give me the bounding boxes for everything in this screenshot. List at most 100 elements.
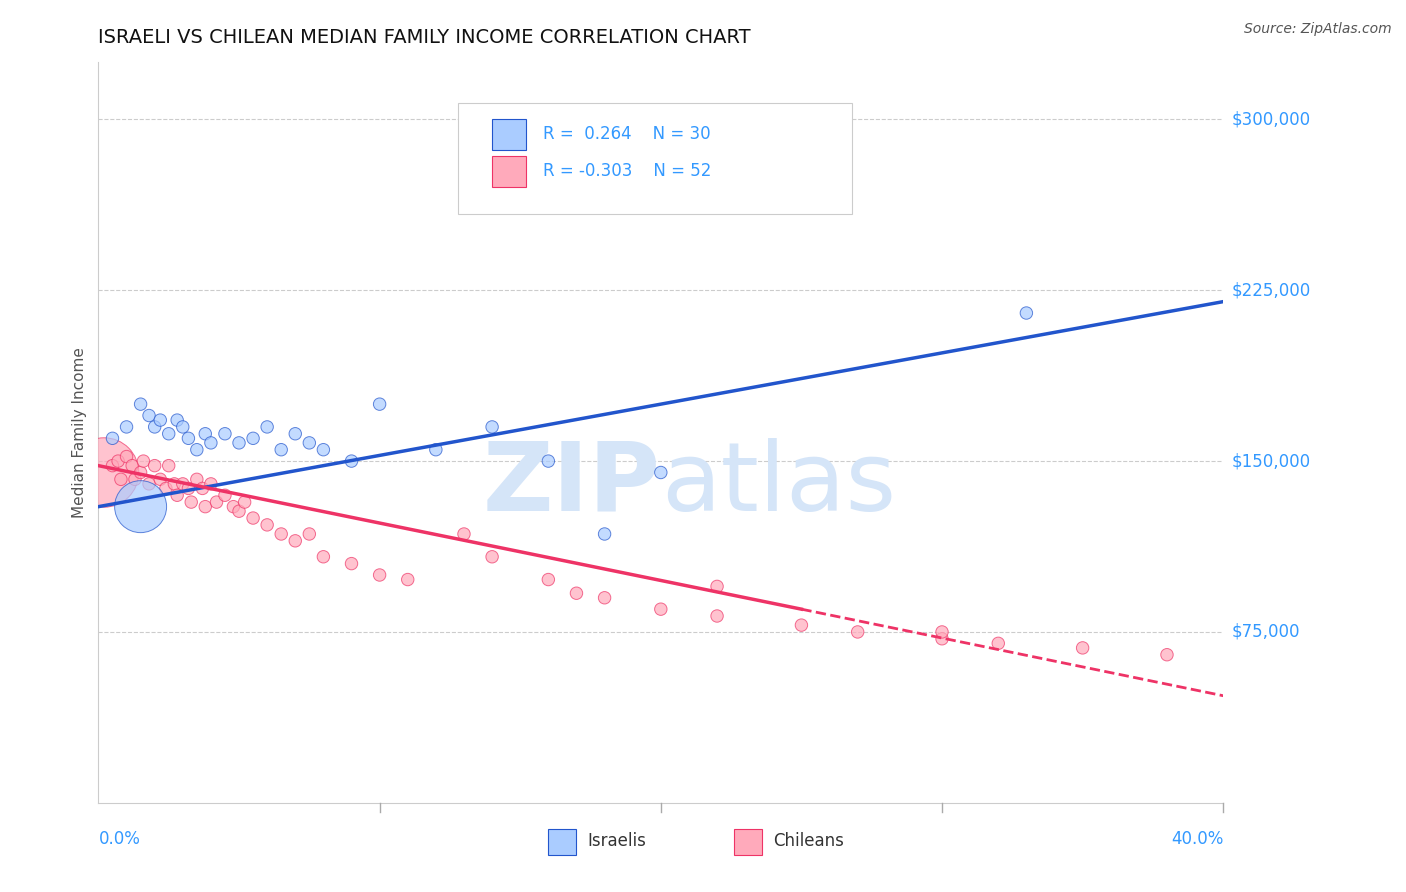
- Point: [138, 476, 160, 491]
- Point: [256, 420, 278, 434]
- Point: [132, 454, 155, 468]
- Point: [149, 472, 172, 486]
- Point: [143, 420, 166, 434]
- Point: [368, 568, 391, 582]
- Point: [194, 426, 217, 441]
- Point: [163, 476, 186, 491]
- Text: Source: ZipAtlas.com: Source: ZipAtlas.com: [1244, 22, 1392, 37]
- Point: [256, 517, 278, 532]
- Point: [650, 466, 672, 480]
- Point: [222, 500, 245, 514]
- Point: [453, 527, 475, 541]
- Point: [101, 458, 124, 473]
- Point: [115, 450, 138, 464]
- Point: [340, 454, 363, 468]
- Point: [129, 500, 152, 514]
- Point: [312, 549, 335, 564]
- Point: [115, 420, 138, 434]
- Point: [166, 488, 188, 502]
- FancyBboxPatch shape: [734, 829, 762, 855]
- Point: [593, 527, 616, 541]
- Point: [706, 579, 728, 593]
- Text: Chileans: Chileans: [773, 832, 844, 850]
- Point: [846, 624, 869, 639]
- Point: [186, 472, 208, 486]
- FancyBboxPatch shape: [548, 829, 576, 855]
- Point: [537, 573, 560, 587]
- Point: [129, 397, 152, 411]
- Point: [790, 618, 813, 632]
- Point: [298, 435, 321, 450]
- Text: ISRAELI VS CHILEAN MEDIAN FAMILY INCOME CORRELATION CHART: ISRAELI VS CHILEAN MEDIAN FAMILY INCOME …: [98, 28, 751, 47]
- Point: [214, 488, 236, 502]
- Point: [706, 609, 728, 624]
- Point: [157, 426, 180, 441]
- FancyBboxPatch shape: [492, 156, 526, 186]
- Point: [93, 466, 115, 480]
- Point: [121, 458, 143, 473]
- Point: [180, 495, 202, 509]
- Point: [200, 476, 222, 491]
- Point: [1156, 648, 1178, 662]
- Point: [124, 472, 146, 486]
- Point: [228, 504, 250, 518]
- Point: [650, 602, 672, 616]
- Point: [565, 586, 588, 600]
- Point: [340, 557, 363, 571]
- Text: $75,000: $75,000: [1232, 623, 1301, 641]
- Text: $300,000: $300,000: [1232, 111, 1310, 128]
- Point: [284, 533, 307, 548]
- FancyBboxPatch shape: [458, 103, 852, 214]
- Point: [481, 420, 503, 434]
- Point: [177, 482, 200, 496]
- Text: atlas: atlas: [661, 438, 896, 531]
- Point: [987, 636, 1010, 650]
- Text: $225,000: $225,000: [1232, 281, 1310, 299]
- Point: [312, 442, 335, 457]
- Point: [481, 549, 503, 564]
- Point: [155, 482, 177, 496]
- Point: [129, 466, 152, 480]
- Y-axis label: Median Family Income: Median Family Income: [72, 347, 87, 518]
- Point: [214, 426, 236, 441]
- Point: [143, 458, 166, 473]
- Point: [200, 435, 222, 450]
- Point: [368, 397, 391, 411]
- Point: [284, 426, 307, 441]
- Point: [228, 435, 250, 450]
- Point: [425, 442, 447, 457]
- Point: [172, 476, 194, 491]
- Point: [110, 472, 132, 486]
- Point: [298, 527, 321, 541]
- Point: [177, 431, 200, 445]
- Point: [166, 413, 188, 427]
- Point: [157, 458, 180, 473]
- Text: R = -0.303    N = 52: R = -0.303 N = 52: [543, 162, 711, 180]
- Point: [1071, 640, 1094, 655]
- Point: [138, 409, 160, 423]
- Point: [931, 632, 953, 646]
- Point: [191, 482, 214, 496]
- Text: 40.0%: 40.0%: [1171, 830, 1223, 848]
- Point: [396, 573, 419, 587]
- Point: [1015, 306, 1038, 320]
- Point: [172, 420, 194, 434]
- Text: 0.0%: 0.0%: [98, 830, 141, 848]
- Point: [205, 495, 228, 509]
- Point: [931, 624, 953, 639]
- Text: ZIP: ZIP: [482, 438, 661, 531]
- Point: [270, 442, 292, 457]
- Point: [107, 454, 129, 468]
- Text: Israelis: Israelis: [588, 832, 647, 850]
- Point: [149, 413, 172, 427]
- Point: [186, 442, 208, 457]
- Point: [242, 511, 264, 525]
- Point: [194, 500, 217, 514]
- FancyBboxPatch shape: [492, 119, 526, 150]
- Point: [242, 431, 264, 445]
- Text: R =  0.264    N = 30: R = 0.264 N = 30: [543, 125, 710, 144]
- Text: $150,000: $150,000: [1232, 452, 1310, 470]
- Point: [270, 527, 292, 541]
- Point: [537, 454, 560, 468]
- Point: [593, 591, 616, 605]
